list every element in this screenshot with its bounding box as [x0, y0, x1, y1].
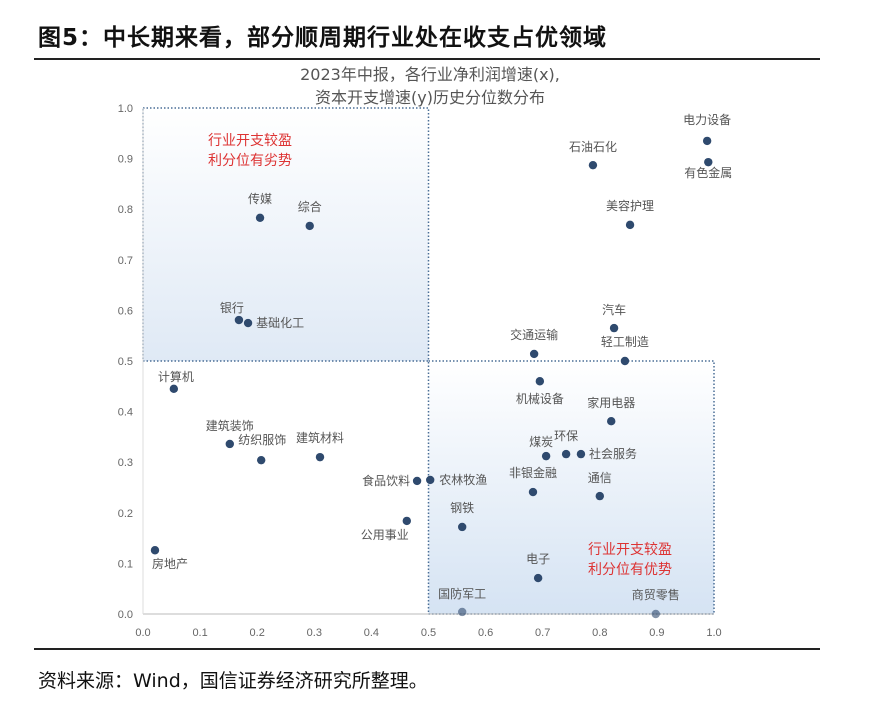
data-point	[607, 417, 616, 426]
point-label: 机械设备	[516, 391, 564, 406]
point-label: 家用电器	[587, 395, 635, 410]
point-label: 汽车	[602, 302, 626, 317]
data-point	[255, 213, 265, 223]
data-point	[529, 349, 539, 359]
data-point	[426, 475, 435, 485]
region-disadvantage	[142, 107, 430, 362]
data-point	[150, 546, 160, 555]
point-label: 钢铁	[450, 501, 474, 515]
point-label: 交通运输	[510, 327, 558, 342]
y-tick-label: 0.9	[118, 154, 133, 166]
x-tick-label: 0.1	[192, 627, 207, 639]
x-tick-label: 0.2	[250, 627, 265, 639]
data-point	[651, 609, 660, 619]
data-point	[704, 157, 713, 167]
point-label: 煤炭	[529, 435, 553, 449]
data-point	[561, 449, 571, 459]
bottom-rule	[34, 648, 820, 650]
data-point	[620, 356, 630, 366]
data-point	[315, 452, 325, 462]
point-label: 环保	[554, 429, 578, 443]
y-tick-label: 1.0	[118, 103, 133, 115]
region-advantage	[427, 360, 715, 615]
data-point	[533, 573, 543, 583]
point-label: 食品饮料	[362, 473, 410, 488]
x-tick-label: 0.0	[135, 627, 150, 639]
point-label: 建筑材料	[296, 430, 344, 445]
data-point	[576, 449, 586, 459]
point-label: 非银金融	[509, 465, 557, 480]
data-point	[457, 607, 467, 617]
x-tick-label: 0.3	[307, 627, 322, 639]
point-label: 建筑装饰	[206, 418, 254, 433]
data-point	[702, 136, 712, 146]
data-point	[225, 439, 234, 449]
point-label: 计算机	[158, 369, 194, 384]
point-label: 轻工制造	[601, 335, 649, 349]
point-label: 银行	[220, 301, 244, 315]
x-tick-label: 0.5	[421, 627, 436, 639]
data-point	[169, 384, 179, 394]
source-note: 资料来源：Wind，国信证券经济研究所整理。	[38, 670, 428, 692]
point-label: 商贸零售	[632, 587, 680, 602]
y-tick-label: 0.5	[118, 356, 133, 368]
data-point	[535, 377, 545, 386]
data-point	[625, 220, 635, 230]
point-label: 传媒	[248, 191, 272, 206]
y-tick-label: 0.2	[118, 508, 133, 520]
region-note-advantage: 利分位有优势	[588, 562, 672, 578]
point-label: 房地产	[152, 556, 188, 571]
point-label: 纺织服饰	[238, 433, 286, 447]
data-point	[234, 315, 244, 325]
data-point	[588, 160, 598, 170]
data-point	[256, 455, 266, 465]
point-label: 综合	[298, 199, 322, 214]
point-label: 国防军工	[438, 586, 486, 601]
y-tick-label: 0.4	[118, 407, 133, 419]
point-label: 电子	[526, 552, 550, 566]
data-point	[609, 323, 619, 333]
y-tick-label: 0.0	[118, 609, 133, 621]
point-label: 农林牧渔	[439, 473, 487, 487]
y-tick-label: 0.6	[118, 305, 133, 317]
y-tick-label: 0.7	[118, 255, 133, 267]
data-point	[412, 476, 422, 486]
point-label: 美容护理	[606, 198, 654, 213]
data-point	[528, 487, 538, 497]
data-point	[595, 491, 604, 501]
x-tick-label: 0.6	[478, 627, 493, 639]
x-tick-label: 0.8	[592, 627, 607, 639]
figure-title: 图5：中长期来看，部分顺周期行业处在收支占优领域	[38, 25, 608, 51]
data-point	[305, 221, 314, 231]
x-tick-label: 0.9	[649, 627, 664, 639]
x-tick-label: 1.0	[706, 627, 721, 639]
data-point	[243, 318, 253, 328]
y-tick-label: 0.8	[118, 204, 133, 216]
point-label: 社会服务	[589, 446, 637, 461]
point-label: 电力设备	[683, 113, 731, 127]
point-label: 通信	[588, 471, 612, 485]
y-tick-label: 0.3	[118, 457, 133, 469]
x-tick-label: 0.7	[535, 627, 550, 639]
point-label: 有色金属	[684, 165, 732, 180]
y-tick-label: 0.1	[118, 558, 133, 570]
point-label: 基础化工	[256, 316, 304, 330]
region-note-advantage: 行业开支较盈	[588, 542, 672, 558]
point-label: 石油石化	[569, 140, 617, 154]
x-tick-label: 0.4	[364, 627, 379, 639]
region-note-disadvantage: 行业开支较盈	[208, 133, 292, 149]
data-point	[457, 522, 467, 532]
top-rule	[34, 58, 820, 60]
data-point	[541, 451, 551, 461]
chart-title-line-1: 2023年中报，各行业净利润增速(x),	[300, 65, 560, 84]
point-label: 公用事业	[361, 528, 409, 542]
data-point	[402, 516, 412, 526]
chart-title-line-2: 资本开支增速(y)历史分位数分布	[315, 88, 545, 107]
region-note-disadvantage: 利分位有劣势	[208, 153, 292, 169]
